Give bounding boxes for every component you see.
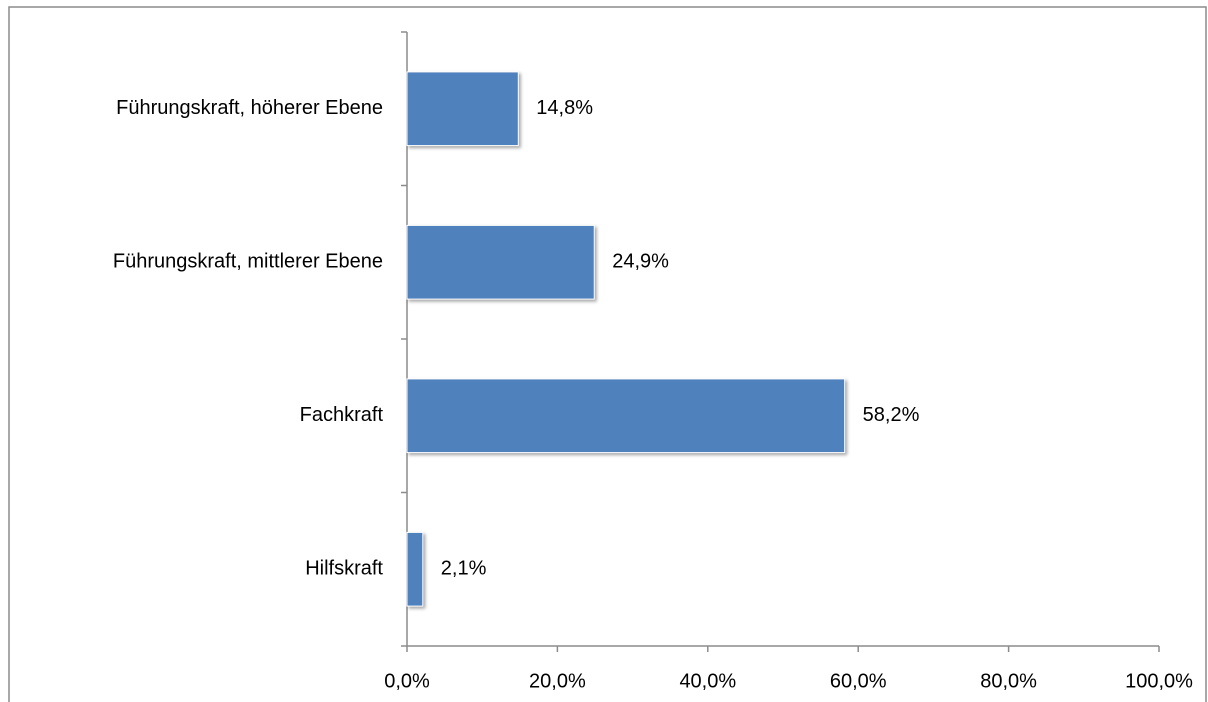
value-label: 58,2% [863, 404, 920, 426]
x-tick-label: 60,0% [830, 670, 887, 692]
bar [406, 71, 519, 147]
bar [406, 378, 846, 454]
x-tick-label: 80,0% [980, 670, 1037, 692]
y-tick-label: Fachkraft [300, 404, 384, 426]
y-tick-label: Führungskraft, höherer Ebene [116, 97, 383, 119]
x-tick-label: 100,0% [1125, 670, 1193, 692]
value-label: 2,1% [441, 558, 487, 580]
bar [406, 531, 424, 607]
y-tick-label: Hilfskraft [305, 558, 383, 580]
chart-border [8, 6, 1207, 702]
value-label: 14,8% [536, 97, 593, 119]
x-tick-label: 0,0% [384, 670, 430, 692]
y-tick-label: Führungskraft, mittlerer Ebene [113, 251, 383, 273]
value-label: 24,9% [612, 251, 669, 273]
x-tick-label: 40,0% [679, 670, 736, 692]
bar [406, 224, 595, 300]
x-tick-label: 20,0% [529, 670, 586, 692]
